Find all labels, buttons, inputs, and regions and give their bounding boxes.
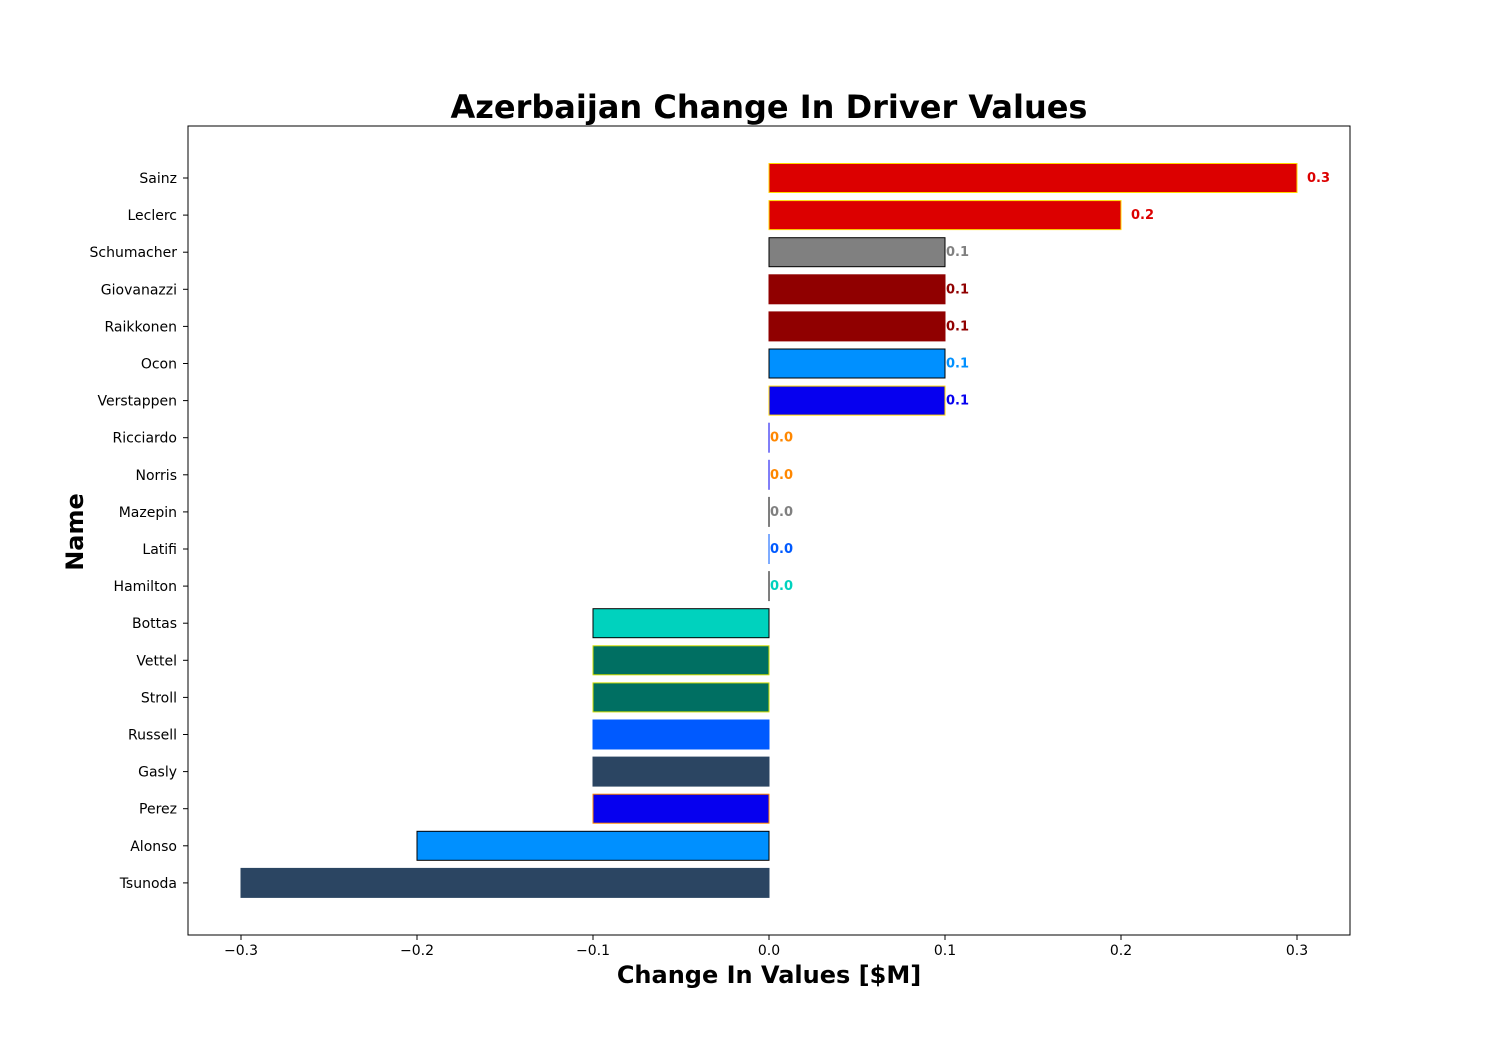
y-tick-label: Russell: [128, 728, 177, 744]
y-tick-label: Schumacher: [90, 245, 178, 261]
bar-stroll: [592, 682, 770, 713]
value-label: 0.2: [1131, 208, 1154, 223]
x-tick-label: −0.1: [576, 943, 610, 959]
value-label: 0.1: [946, 282, 969, 297]
y-tick-label: Latifi: [142, 542, 177, 558]
bar-leclerc: [768, 200, 1122, 231]
value-label: 0.0: [770, 505, 793, 520]
y-tick-label: Hamilton: [114, 579, 177, 595]
value-label: 0.0: [770, 431, 793, 446]
value-labels-layer: 0.3 0.2 0.1 0.1 0.1 0.1 0.1 0.0 0.0 0.0 0.0 0.0: [770, 171, 1330, 594]
bar-schumacher: [768, 237, 946, 268]
x-tick-label: 0.1: [934, 943, 956, 959]
y-tick-label: Bottas: [132, 616, 177, 632]
bar-tsunoda: [240, 867, 770, 898]
y-tick-label: Norris: [136, 468, 178, 484]
y-tick-label: Stroll: [141, 690, 177, 706]
y-tick-label: Perez: [139, 802, 177, 818]
bar-russell: [592, 719, 770, 750]
y-tick-label: Sainz: [139, 171, 177, 187]
x-axis-label: Change In Values [$M]: [617, 961, 921, 989]
chart-title: Azerbaijan Change In Driver Values: [451, 88, 1088, 126]
y-tick-label: Giovanazzi: [101, 282, 177, 298]
y-tick-label: Verstappen: [98, 394, 177, 410]
bar-raikkonen: [768, 311, 946, 342]
value-label: 0.1: [946, 245, 969, 260]
value-label: 0.1: [946, 394, 969, 409]
value-label: 0.0: [770, 542, 793, 557]
y-tick-label: Vettel: [136, 653, 177, 669]
bar-vettel: [592, 645, 770, 676]
bar-sainz: [768, 163, 1298, 193]
y-tick-label: Mazepin: [119, 505, 177, 521]
y-tick-label: Gasly: [138, 765, 177, 781]
bars-layer: [240, 163, 1298, 898]
x-tick-label: 0.3: [1286, 943, 1308, 959]
x-tick-label: 0.0: [758, 943, 780, 959]
y-tick-label: Raikkonen: [104, 319, 177, 335]
bar-perez: [592, 793, 770, 824]
value-label: 0.0: [770, 468, 793, 483]
bar-ocon: [768, 348, 946, 379]
bar-giovanazzi: [768, 274, 946, 305]
y-tick-label: Ricciardo: [113, 431, 177, 447]
y-tick-label: Leclerc: [127, 208, 177, 224]
y-tick-label: Tsunoda: [119, 876, 177, 892]
y-tick-label: Ocon: [141, 357, 177, 373]
x-tick-label: −0.2: [400, 943, 434, 959]
x-tick-label: −0.3: [224, 943, 258, 959]
bar-gasly: [592, 756, 770, 787]
bar-verstappen: [768, 385, 946, 416]
bar-bottas: [592, 608, 770, 639]
value-label: 0.1: [946, 357, 969, 372]
y-axis-label: Name: [61, 493, 89, 571]
y-ticks-layer: Sainz Leclerc Schumacher Giovanazzi Raikkone…: [90, 171, 188, 892]
value-label: 0.3: [1307, 171, 1330, 186]
value-label: 0.1: [946, 319, 969, 334]
value-label: 0.0: [770, 579, 793, 594]
bar-alonso: [416, 830, 770, 861]
y-tick-label: Alonso: [130, 839, 177, 855]
x-tick-label: 0.2: [1110, 943, 1132, 959]
x-ticks-layer: −0.3 −0.2 −0.1 0.0 0.1 0.2 0.3: [224, 935, 1308, 959]
